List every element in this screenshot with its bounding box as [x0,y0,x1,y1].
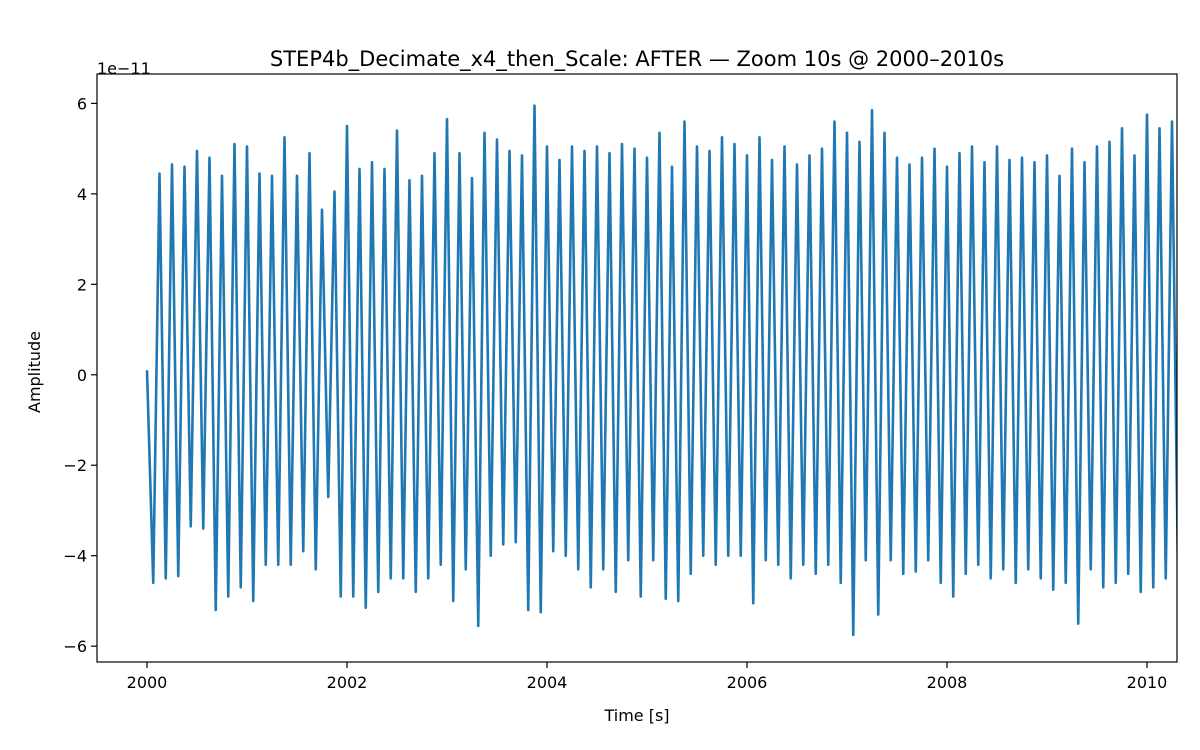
x-tick-label: 2010 [1127,673,1168,692]
chart-title: STEP4b_Decimate_x4_then_Scale: AFTER — Z… [270,47,1004,72]
x-tick-label: 2006 [727,673,768,692]
axes: 2000 2002 2004 2006 2008 2010 −6 −4 −2 0 2 4 6 [63,73,1178,692]
y-tick-label: −4 [63,547,87,566]
y-tick-label: −6 [63,637,87,656]
series-line-0 [145,104,1177,637]
y-tick-label: 4 [77,185,87,204]
y-offset-label: 1e−11 [97,59,151,78]
x-tick-label: 2008 [927,673,968,692]
y-tick-label: 0 [77,366,87,385]
x-tick-label: 2000 [127,673,168,692]
y-tick-label: 6 [77,94,87,113]
x-tick-label: 2004 [527,673,568,692]
y-axis-label: Amplitude [25,331,44,413]
plot-area [145,104,1177,637]
plot-frame [96,73,1178,663]
y-tick-label: −2 [63,456,87,475]
x-axis-label: Time [s] [603,706,669,725]
y-tick-label: 2 [77,275,87,294]
x-tick-label: 2002 [327,673,368,692]
